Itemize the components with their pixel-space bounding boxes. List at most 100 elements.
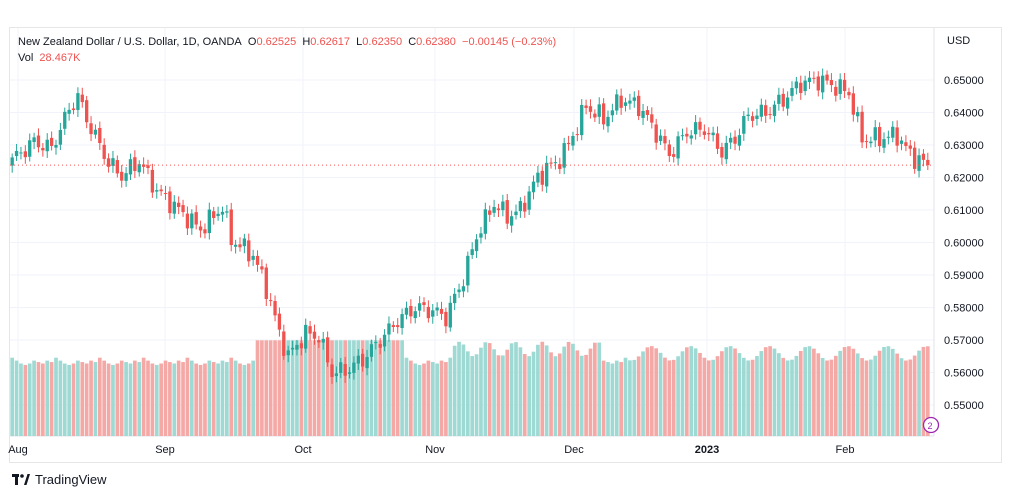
candle-body: [531, 181, 536, 193]
candle-body: [913, 147, 917, 169]
volume-bar: [890, 348, 895, 436]
candle-body: [124, 173, 128, 181]
tradingview-brand[interactable]: TradingView: [12, 472, 107, 487]
volume-bar: [229, 357, 234, 436]
candle-body: [654, 124, 658, 143]
volume-bar: [562, 346, 567, 436]
volume-bar: [645, 347, 650, 436]
candle-body: [562, 143, 566, 168]
volume-bar: [150, 363, 155, 436]
volume-bar: [711, 359, 715, 436]
candle-body: [759, 104, 763, 117]
candle-body: [689, 135, 693, 139]
volume-bar: [207, 360, 212, 436]
volume-bar: [334, 340, 339, 436]
candle-body: [304, 324, 308, 349]
close-label: C: [408, 36, 417, 48]
candle-body: [155, 190, 159, 192]
high-label: H: [302, 36, 311, 48]
vol-value: 28.467K: [39, 52, 81, 64]
volume-bar: [133, 360, 137, 436]
volume-legend: Vol 28.467K: [18, 52, 80, 64]
volume-bar: [163, 360, 168, 436]
volume-bar: [352, 340, 356, 436]
volume-bar: [724, 347, 729, 436]
candle-body: [715, 133, 720, 149]
volume-bar: [496, 355, 501, 436]
candle-body: [807, 77, 812, 82]
candle-body: [755, 115, 759, 119]
candle-body: [816, 76, 820, 91]
volume-bar: [465, 351, 470, 436]
volume-bar: [430, 362, 435, 436]
candle-body: [36, 135, 41, 148]
candle-body: [264, 267, 268, 299]
candle-body: [168, 191, 172, 214]
volume-bar: [649, 346, 654, 436]
price-axis: 0.65000 0.64000 0.63000 0.62000 0.61000 0.600…: [944, 75, 984, 412]
candle-body: [146, 165, 150, 169]
volume-bar: [426, 360, 431, 436]
volume-bar: [838, 350, 843, 436]
volume-bar: [404, 357, 409, 436]
candle-body: [247, 240, 251, 262]
volume-bar: [623, 357, 628, 436]
candle-body: [628, 100, 632, 104]
price-tick-label: 0.59000: [944, 270, 984, 282]
time-tick-label: Aug: [8, 444, 28, 456]
candle-body: [177, 202, 181, 208]
brand-name: TradingView: [35, 472, 107, 487]
candle-body: [80, 94, 84, 103]
volume-bar: [509, 343, 514, 436]
volume-bar: [781, 357, 786, 436]
candle-body: [856, 112, 860, 117]
volume-bar: [886, 346, 891, 436]
candle-body: [545, 162, 549, 187]
currency-label: USD: [947, 35, 970, 47]
candle-body: [588, 106, 593, 112]
volume-bar: [211, 362, 216, 436]
volume-bar: [106, 363, 111, 436]
candle-body: [917, 155, 921, 171]
volume-bar: [601, 360, 606, 436]
alarm-icon[interactable]: 2: [922, 416, 940, 434]
volume-bar: [290, 340, 295, 436]
candle-body: [185, 213, 190, 229]
candle-body: [225, 211, 229, 213]
candle-body: [141, 164, 146, 167]
volume-bar: [501, 355, 505, 436]
candle-body: [255, 255, 260, 265]
volume-bar: [702, 357, 707, 436]
volume-bar: [233, 360, 238, 436]
candle-body: [812, 77, 816, 79]
volume-bar: [242, 364, 247, 436]
volume-bar: [820, 357, 825, 436]
price-tick-label: 0.61000: [944, 205, 984, 217]
candle-body: [203, 229, 207, 234]
candle-body: [453, 293, 457, 304]
volume-bar: [251, 360, 255, 436]
volume-bar: [238, 363, 242, 436]
high-value: 0.62617: [310, 36, 351, 48]
volume-bar: [27, 363, 32, 436]
candle-body: [207, 209, 211, 234]
candle-body: [527, 191, 531, 210]
volume-bar: [76, 360, 80, 436]
volume-bar: [671, 359, 676, 436]
volume-bar: [579, 355, 584, 436]
volume-bar: [492, 349, 496, 436]
price-tick-label: 0.64000: [944, 108, 984, 120]
volume-bar: [387, 340, 391, 436]
volume-bar: [798, 350, 803, 436]
candle-body: [637, 95, 641, 117]
candle-body: [825, 74, 829, 81]
volume-bar: [557, 353, 562, 436]
candle-body: [891, 126, 895, 138]
volume-bar: [32, 360, 36, 436]
volume-bar: [19, 363, 23, 436]
volume-bar: [768, 346, 772, 436]
volume-bar: [312, 340, 317, 436]
candle-body: [869, 141, 873, 144]
candle-body: [632, 97, 636, 101]
